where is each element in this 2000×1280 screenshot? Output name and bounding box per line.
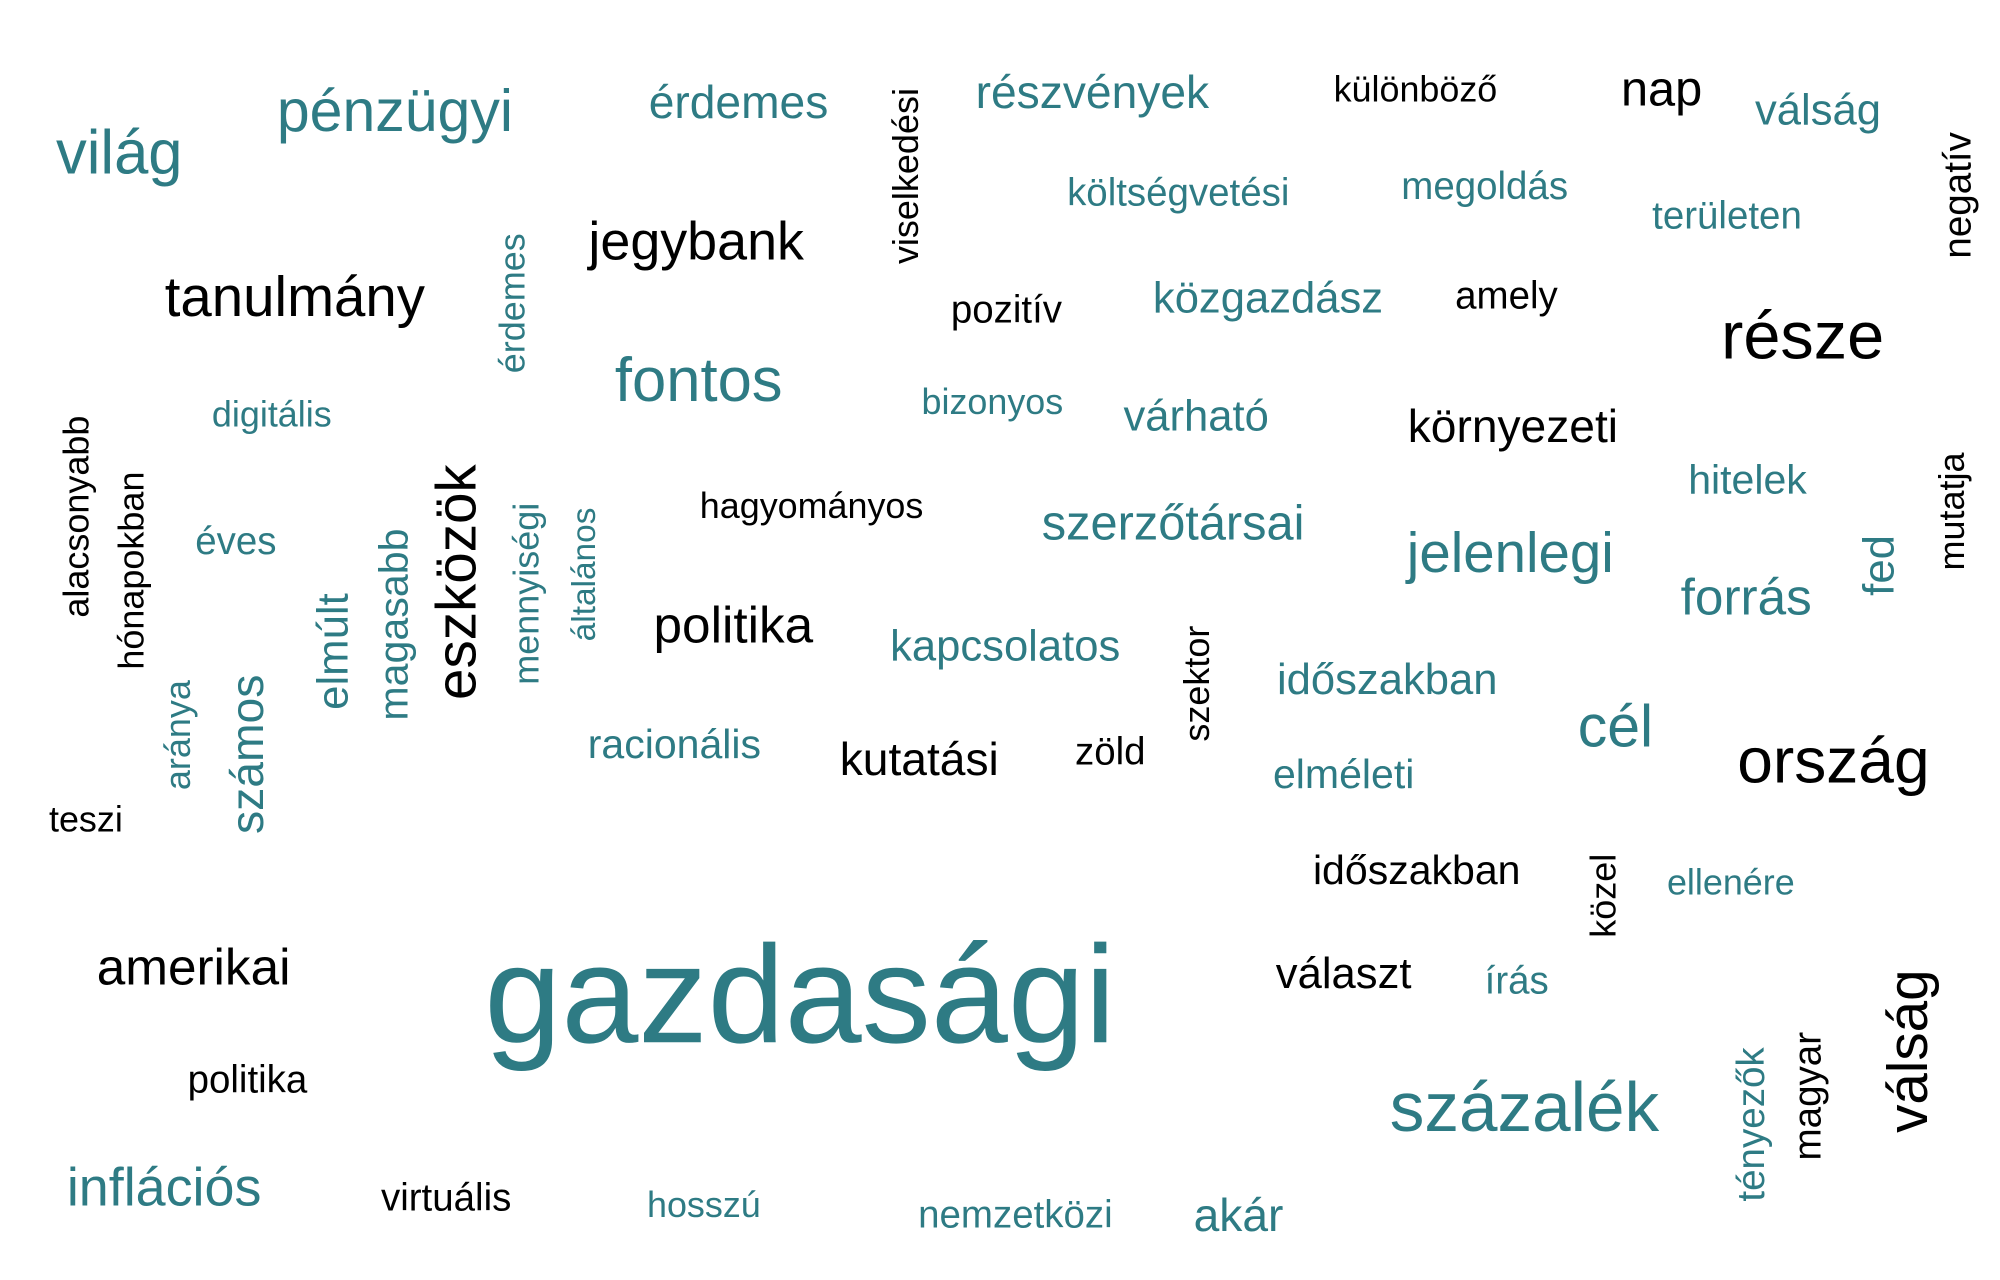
word-various: különböző	[1333, 69, 1498, 110]
word-assets: eszközök	[425, 464, 489, 701]
word-does: teszi	[48, 799, 123, 840]
word-virtual: virtuális	[380, 1177, 512, 1220]
word-expected: várható	[1123, 391, 1269, 441]
word-study: tanulmány	[164, 266, 426, 329]
word-centralbank: jegybank	[588, 210, 804, 272]
word-traditional: hagyományos	[699, 485, 924, 526]
word-economic: gazdasági	[484, 916, 1116, 1072]
word-american: amerikai	[96, 939, 291, 996]
word-months: hónapokban	[111, 471, 152, 670]
word-period2: időszakban	[1312, 846, 1521, 894]
word-important: fontos	[614, 346, 783, 416]
word-inflationary: inflációs	[66, 1156, 262, 1217]
word-goal: cél	[1577, 692, 1654, 760]
word-politics2: politika	[187, 1058, 308, 1102]
word-factors: tényezők	[1730, 1047, 1774, 1202]
word-related: kapcsolatos	[890, 621, 1121, 671]
word-fed: fed	[1855, 535, 1904, 596]
word-shows: mutatja	[1932, 452, 1972, 571]
word-period1: időszakban	[1276, 655, 1498, 705]
word-rational: racionális	[587, 720, 762, 768]
word-despite: ellenére	[1666, 862, 1795, 903]
word-solution: megoldás	[1401, 165, 1569, 209]
word-which: amely	[1455, 275, 1558, 318]
word-politics1: politika	[653, 597, 814, 655]
word-crisis1: válság	[1755, 86, 1882, 135]
word-higher: magasabb	[370, 528, 417, 721]
word-positive: pozitív	[950, 289, 1063, 332]
word-current: jelenlegi	[1406, 521, 1614, 585]
word-worth2: érdemes	[492, 233, 533, 374]
word-area: területen	[1652, 195, 1802, 238]
word-worth1: érdemes	[648, 75, 829, 129]
word-general: általános	[564, 507, 603, 642]
word-lower: alacsonyabb	[56, 415, 97, 618]
word-green: zöld	[1075, 731, 1146, 774]
word-shares: részvények	[975, 65, 1210, 119]
word-international: nemzetközi	[918, 1193, 1113, 1237]
word-theoretical: elméleti	[1272, 750, 1415, 797]
word-world: világ	[55, 119, 183, 188]
word-quantitative: mennyiségi	[506, 502, 547, 685]
word-sector: szektor	[1176, 625, 1217, 742]
word-certain: bizonyos	[921, 381, 1064, 422]
word-crisis2: válság	[1876, 969, 1940, 1133]
word-digital: digitális	[211, 394, 332, 435]
word-behavioral: viselkedési	[885, 88, 926, 265]
word-hungarian: magyar	[1787, 1031, 1830, 1161]
word-many: számos	[220, 674, 274, 835]
word-source: forrás	[1680, 569, 1812, 626]
word-negative: negatív	[1937, 132, 1980, 259]
word-even: akár	[1193, 1188, 1284, 1242]
word-research: kutatási	[839, 732, 999, 786]
word-country: ország	[1737, 724, 1930, 797]
word-writing: írás	[1484, 959, 1549, 1003]
word-part: része	[1721, 299, 1885, 374]
word-past: elmúlt	[308, 593, 358, 710]
word-loans: hitelek	[1688, 456, 1807, 503]
word-annual: éves	[195, 520, 277, 563]
word-long: hosszú	[646, 1184, 761, 1225]
word-financial: pénzügyi	[276, 77, 513, 144]
word-coauthors: szerzőtársai	[1041, 497, 1305, 552]
word-environmental: környezeti	[1407, 399, 1619, 453]
word-percent: százalék	[1389, 1069, 1660, 1147]
word-budgetary: költségvetési	[1067, 172, 1290, 215]
word-ratio: aránya	[157, 680, 198, 791]
word-day: nap	[1620, 62, 1703, 117]
word-near: közel	[1583, 853, 1624, 938]
word-economist: közgazdász	[1152, 273, 1384, 323]
word-choice: választ	[1275, 949, 1412, 999]
